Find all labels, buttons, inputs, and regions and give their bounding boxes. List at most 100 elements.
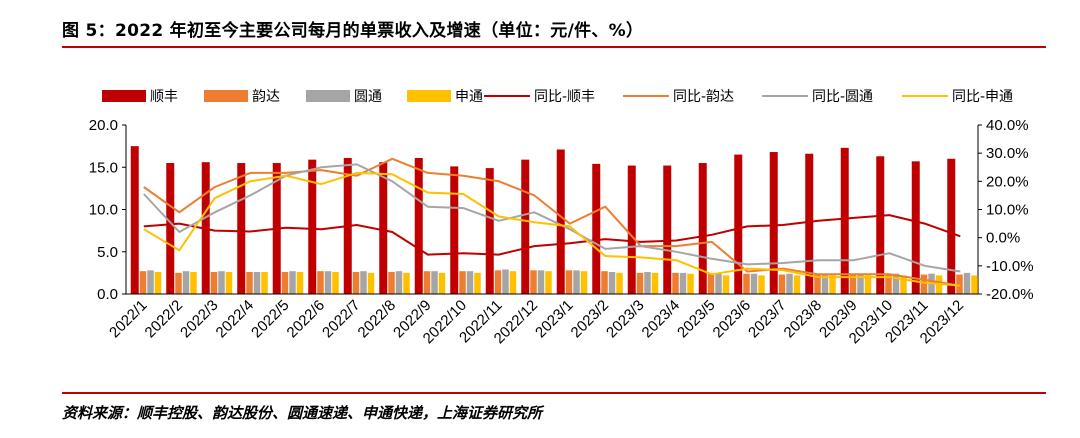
bar-yuantong [466,271,474,294]
bar-yuantong [253,272,261,294]
top-rule [62,46,1046,48]
legend-label: 韵达 [252,89,280,105]
legend-swatch [306,90,350,102]
bar-yuantong [821,273,829,294]
bar-yunda [885,274,892,294]
bar-shunfeng [556,149,565,294]
bar-shunfeng [485,168,494,294]
bar-shunfeng [627,165,636,294]
bar-yuantong [892,273,900,294]
bar-shunfeng [805,153,814,294]
bar-shunfeng [911,161,920,294]
bar-shentong [900,275,907,294]
legend-swatch [102,90,146,102]
legend-label: 顺丰 [150,89,178,105]
bar-shunfeng [769,152,778,294]
bar-yunda [672,272,679,294]
legend-label: 申通 [455,89,483,105]
bar-shentong [474,272,481,294]
x-tick-label: 2023/4 [639,297,683,341]
bar-shunfeng [592,163,601,294]
bar-yunda [139,271,147,294]
x-tick-label: 2022/6 [284,297,328,341]
bar-yunda [246,272,253,294]
bar-yunda [601,271,608,294]
bar-shunfeng [130,146,139,294]
bar-shentong [580,271,588,294]
left-tick-label: 0.0 [97,286,118,303]
bar-yunda [956,274,963,294]
bar-yuantong [537,270,545,294]
bar-yunda [423,271,431,294]
bar-yunda [388,272,395,294]
bar-shentong [261,272,268,294]
left-tick-label: 5.0 [97,244,118,261]
left-axis: 0.0 5.0 10.0 15.0 20.0 [89,117,127,303]
bar-yuantong [324,271,332,294]
bar-shentong [438,272,446,294]
left-tick-label: 20.0 [89,117,118,134]
bar-yuantong [395,271,403,294]
bar-yunda [210,272,218,294]
legend-label: 圆通 [354,89,382,105]
bar-shunfeng [308,159,317,294]
bar-yuantong [289,271,296,294]
bar-yuantong [573,270,580,294]
right-tick-label: 40.0% [986,117,1029,134]
x-tick-label: 2022/8 [355,297,399,341]
legend-label: 同比-顺丰 [534,89,595,105]
bar-yunda [352,272,360,294]
x-tick-label: 2022/1 [106,297,150,341]
bar-yunda [459,271,466,294]
line-yoy-shunfeng [143,214,961,256]
bar-yunda [778,274,786,294]
right-axis: -20.0% -10.0% 0.0% 10.0% 20.0% 30.0% 40.0% [977,117,1034,303]
bar-yunda [494,270,502,294]
bar-shentong [829,275,836,294]
x-tick-label: 2023/6 [710,297,754,341]
bars [130,146,978,294]
left-tick-label: 10.0 [89,202,118,219]
bar-yunda [743,273,750,294]
bar-yunda [317,271,324,294]
bar-yunda [281,272,289,294]
right-tick-label: -20.0% [986,286,1034,303]
bar-shunfeng [166,163,175,294]
bar-shentong [971,275,978,294]
bar-yuantong [715,273,722,294]
bar-shentong [722,275,730,294]
x-axis-labels: 2022/12022/22022/32022/42022/52022/62022… [106,293,978,347]
bar-yunda [707,273,715,294]
bar-yuantong [502,269,509,294]
bar-yuantong [644,272,651,294]
bar-shunfeng [876,156,885,294]
x-tick-label: 2023/3 [603,297,647,341]
bar-shunfeng [414,157,423,294]
chart: 顺丰 韵达 圆通 申通 同比-顺丰 同比-韵达 同比-圆通 同比-申通 0.0 5.0 10.0 1… [89,89,1034,347]
bar-yuantong [147,270,154,294]
legend-label: 同比-申通 [952,89,1013,105]
bar-shunfeng [840,147,849,294]
legend-swatch [204,90,248,102]
x-tick-label: 2022/4 [213,297,257,341]
line-yoy-shentong [143,171,961,287]
x-tick-label: 2023/1 [532,297,576,341]
bar-yuantong [963,272,971,294]
bar-yuantong [218,271,225,294]
bar-yuantong [786,273,793,294]
bar-yunda [849,274,857,294]
bar-shentong [616,272,623,294]
right-tick-label: 20.0% [986,173,1029,190]
right-tick-label: 10.0% [986,202,1029,219]
bar-yuantong [431,271,438,294]
bar-shunfeng [734,154,743,294]
right-tick-label: 30.0% [986,145,1029,162]
legend: 顺丰 韵达 圆通 申通 同比-顺丰 同比-韵达 同比-圆通 同比-申通 [102,89,1013,105]
right-tick-label: 0.0% [986,230,1020,247]
legend-label: 同比-韵达 [673,89,734,105]
bar-shunfeng [237,163,246,294]
bar-shentong [793,275,801,294]
x-tick-label: 2022/7 [319,297,363,341]
bar-shentong [190,272,197,294]
bar-shentong [154,272,162,294]
